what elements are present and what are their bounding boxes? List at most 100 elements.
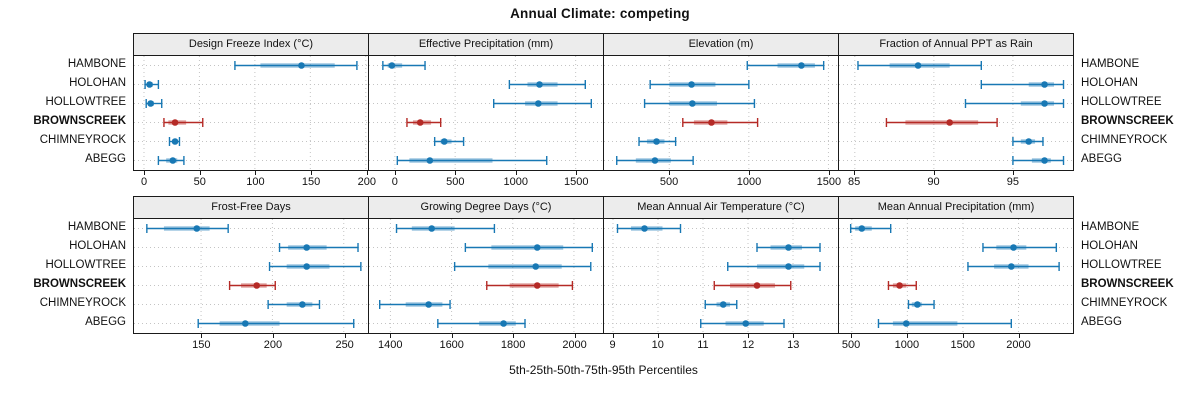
site-label: HOLLOWTREE [45,259,126,271]
site-label: HAMBONE [1081,58,1140,70]
median-dot [500,320,507,327]
axis-tick [906,334,908,338]
axis-tick [311,171,313,175]
site-label: HOLOHAN [1081,240,1138,252]
axis-tick [455,171,457,175]
percentile-caption: 5th-25th-50th-75th-95th Percentiles [509,363,698,377]
site-label: BROWNSCREEK [1081,115,1174,127]
axis-mean-annual-air-temperature-c: 9 10 11 12 13 [604,334,839,354]
median-dot [688,81,695,88]
site-label: BROWNSCREEK [33,115,126,127]
axis-tick [657,334,659,338]
axis-tick-label: 0 [140,176,148,188]
panel-mean-annual-air-temperature-c: Mean Annual Air Temperature (°C) [604,197,839,333]
axis-tick-label: 90 [927,176,940,188]
median-dot [303,263,310,270]
median-dot [708,119,715,126]
site-label: CHIMNEYROCK [1081,297,1168,309]
site-label: BROWNSCREEK [1081,278,1174,290]
axis-tick-label: 1400 [378,339,403,351]
axis-tick-label: 12 [741,339,755,351]
strip-header: Mean Annual Air Temperature (°C) [604,197,838,219]
panel-row-1: Design Freeze Index (°C) Effective Precip… [133,33,1074,171]
axis-fraction-of-annual-ppt-as-rain: 85 90 95 [838,171,1073,191]
axis-tick-label: 500 [659,176,679,188]
axis-tick-label: 500 [446,176,465,188]
median-dot [425,301,432,308]
strip-header: Effective Precipitation (mm) [369,34,603,56]
axis-row-2: 150 200 250 1400 1600 1800 2000 9 10 11 12 13 500 100… [134,334,1073,354]
median-dot [914,62,922,69]
axis-mean-annual-precipitation-mm: 500 1000 1500 2000 [838,334,1073,354]
site-labels-right-row2: HAMBONE HOLOHAN HOLLOWTREE BROWNSCREEK CHIMN… [1081,218,1200,332]
axis-tick [272,334,274,338]
axis-tick-label: 0 [391,176,398,188]
plot-area [369,219,603,333]
median-dot [914,301,921,308]
strip-header: Growing Degree Days (°C) [369,197,603,219]
axis-tick-label: 1600 [439,339,464,351]
median-dot [1008,263,1015,270]
median-dot [299,301,306,308]
median-dot [785,263,792,270]
strip-header: Fraction of Annual PPT as Rain [839,34,1073,56]
median-dot [753,282,761,289]
median-dot [1041,100,1048,107]
median-dot [798,62,805,69]
axis-tick [962,334,964,338]
axis-tick [748,334,750,338]
strip-header: Elevation (m) [604,34,838,56]
site-label: CHIMNEYROCK [1081,134,1168,146]
axis-tick-label: 50 [193,176,206,188]
axis-tick-label: 1000 [736,176,762,188]
median-dot [1041,157,1048,164]
panel-frost-free-days: Frost-Free Days [134,197,369,333]
site-labels-right-row1: HAMBONE HOLOHAN HOLLOWTREE BROWNSCREEK CHIMN… [1081,55,1200,169]
axis-elevation-m: 500 1000 1500 [604,171,842,191]
median-dot [171,119,179,126]
panel-effective-precipitation-mm: Effective Precipitation (mm) [369,34,604,170]
axis-tick-label: 200 [357,176,376,188]
site-labels-left-row1: HAMBONE HOLOHAN HOLLOWTREE BROWNSCREEK CHIMN… [0,55,126,169]
site-label: HOLOHAN [1081,77,1138,89]
median-dot [533,282,541,289]
median-dot [533,244,541,251]
panel-mean-annual-precipitation-mm: Mean Annual Precipitation (mm) [839,197,1073,333]
axis-tick-label: 100 [246,176,265,188]
axis-design-freeze-index-c: 0 50 100 150 200 [134,171,376,191]
axis-tick-label: 85 [848,176,861,188]
axis-tick-label: 95 [1006,176,1020,188]
axis-tick-label: 11 [697,339,709,351]
median-dot [1025,138,1033,145]
axis-tick-label: 150 [301,176,321,188]
axis-tick [748,171,750,175]
median-dot [946,119,953,126]
axis-tick-label: 9 [609,339,616,351]
axis-tick-label: 1800 [500,339,526,351]
median-dot [241,320,249,327]
axis-tick [612,334,614,338]
plot-area [839,219,1073,333]
axis-tick [199,171,201,175]
axis-tick [513,334,515,338]
axis-tick-label: 1500 [816,176,842,188]
axis-tick [390,334,392,338]
median-dot [441,138,448,145]
panel-fraction-of-annual-ppt-as-rain: Fraction of Annual PPT as Rain [839,34,1073,170]
plot-area [134,219,368,333]
median-dot [689,100,696,107]
site-label: ABEGG [85,153,126,165]
axis-tick [366,171,368,175]
median-dot [651,157,659,164]
site-label: HOLOHAN [69,77,126,89]
axis-tick-label: 1500 [564,176,589,188]
axis-tick-label: 10 [651,339,664,351]
axis-tick-label: 1500 [950,339,975,351]
chart-title: Annual Climate: competing [510,6,690,21]
axis-tick-label: 500 [841,339,861,351]
median-dot [532,263,540,270]
median-dot [169,157,177,164]
site-labels-left-row2: HAMBONE HOLOHAN HOLLOWTREE BROWNSCREEK CHIMN… [0,218,126,332]
axis-tick [702,334,704,338]
